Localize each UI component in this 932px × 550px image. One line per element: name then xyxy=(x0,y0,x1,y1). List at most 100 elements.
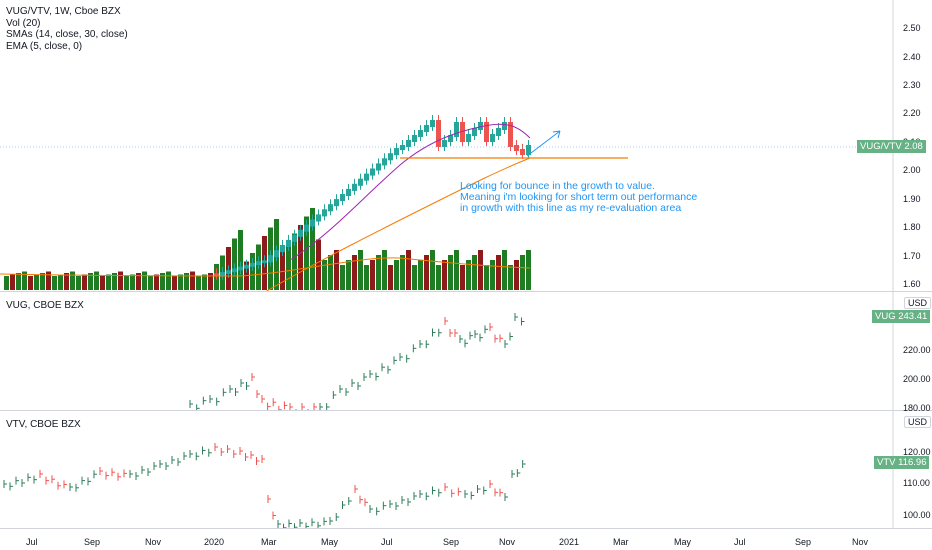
vug-price-tag-value: 243.41 xyxy=(898,311,928,322)
candle-body xyxy=(364,173,369,181)
candle-body xyxy=(328,204,333,212)
volume-bar xyxy=(340,265,345,290)
volume-bar xyxy=(58,274,63,290)
volume-bar xyxy=(310,208,315,290)
candle-body xyxy=(508,122,513,147)
volume-bar xyxy=(400,255,405,290)
volume-bar xyxy=(502,250,507,290)
candle-body xyxy=(244,264,249,269)
main-tick: 2.00 xyxy=(903,165,921,175)
volume-bar xyxy=(118,271,123,290)
sma-short-line xyxy=(264,157,531,292)
volume-bar xyxy=(418,260,423,290)
candle-body xyxy=(526,145,531,155)
volume-bar xyxy=(328,255,333,290)
candle-body xyxy=(346,188,351,196)
volume-bar xyxy=(322,260,327,290)
vug-price-tag: VUG 243.41 xyxy=(872,310,931,323)
volume-bar xyxy=(526,250,531,290)
main-tick: 2.50 xyxy=(903,23,921,33)
vug-pane[interactable]: VUG, CBOE BZX USD 220.00 200.00 180.00 V… xyxy=(0,292,932,413)
main-chart-pane[interactable]: VUG/VTV, 1W, Cboe BZX Vol (20) SMAs (14,… xyxy=(0,0,932,292)
main-tick: 1.90 xyxy=(903,194,921,204)
vug-tick: 220.00 xyxy=(903,345,931,355)
vtv-pane[interactable]: VTV, CBOE BZX USD 120.00 110.00 100.00 V… xyxy=(0,411,932,529)
x-axis-label: Sep xyxy=(443,537,460,547)
candle-body xyxy=(514,145,519,151)
vtv-price-tag-value: 116.96 xyxy=(898,457,927,468)
main-chart-svg[interactable] xyxy=(0,0,932,292)
volume-bar xyxy=(304,216,309,290)
volume-bar xyxy=(172,276,177,290)
candle-body xyxy=(358,178,363,186)
annotation-line: Looking for bounce in the growth to valu… xyxy=(460,180,655,192)
candle-body xyxy=(268,255,273,263)
candle-body xyxy=(520,149,525,155)
candle-body xyxy=(406,140,411,147)
candle-body xyxy=(478,122,483,130)
volume-bar xyxy=(16,273,21,290)
volume-bar xyxy=(154,274,159,290)
x-axis-label: Jul xyxy=(734,537,746,547)
sma-long-line xyxy=(0,257,531,277)
volume-bar xyxy=(34,274,39,290)
volume-bar xyxy=(394,260,399,290)
projection-arrow xyxy=(526,130,561,157)
x-axis-label: May xyxy=(674,537,692,547)
volume-bar xyxy=(10,274,15,290)
volume-bar xyxy=(514,260,519,290)
volume-bar xyxy=(70,271,75,290)
volume-bar xyxy=(76,276,81,290)
candle-body xyxy=(298,229,303,237)
volume-bar xyxy=(52,276,57,290)
annotation-text[interactable]: Looking for bounce in the growth to valu… xyxy=(460,181,697,214)
x-axis-label: Sep xyxy=(84,537,101,547)
volume-bar xyxy=(454,250,459,290)
volume-bar xyxy=(286,242,291,290)
vtv-legend[interactable]: VTV, CBOE BZX xyxy=(6,419,81,430)
main-legend: VUG/VTV, 1W, Cboe BZX Vol (20) SMAs (14,… xyxy=(6,6,128,52)
candle-body xyxy=(334,199,339,207)
volume-bar xyxy=(448,255,453,290)
vtv-currency[interactable]: USD xyxy=(904,416,932,428)
candle-body xyxy=(412,135,417,142)
volume-bar xyxy=(250,253,255,290)
candle-body xyxy=(238,266,243,271)
volume-bar xyxy=(376,255,381,290)
legend-volume[interactable]: Vol (20) xyxy=(6,17,41,29)
candle-body xyxy=(370,168,375,176)
volume-bar xyxy=(280,250,285,290)
volume-bar xyxy=(94,271,99,290)
ema-line xyxy=(289,123,531,261)
x-axis-label: 2021 xyxy=(559,537,580,547)
vug-tick: 200.00 xyxy=(903,374,931,384)
vug-currency[interactable]: USD xyxy=(904,297,932,309)
volume-bar xyxy=(136,273,141,290)
candle-body xyxy=(292,234,297,242)
vtv-chart-svg[interactable] xyxy=(0,411,932,529)
time-axis[interactable]: Jul Sep Nov 2020 Mar May Jul Sep Nov 2021 Mar May Ju… xyxy=(0,529,932,550)
vug-legend[interactable]: VUG, CBOE BZX xyxy=(6,300,84,311)
candle-body xyxy=(220,272,225,276)
volume-bar xyxy=(490,260,495,290)
vug-chart-svg[interactable] xyxy=(0,292,932,411)
vtv-price-tag: VTV 116.96 xyxy=(874,456,930,469)
candle-body xyxy=(454,122,459,137)
candle-body xyxy=(400,145,405,151)
volume-bar xyxy=(466,260,471,290)
legend-symbol[interactable]: VUG/VTV, 1W, Cboe BZX xyxy=(6,6,121,17)
x-axis-label: May xyxy=(321,537,339,547)
candle-body xyxy=(274,250,279,258)
volume-bar xyxy=(166,271,171,290)
legend-ema[interactable]: EMA (5, close, 0) xyxy=(6,40,83,52)
candle-body xyxy=(352,183,357,191)
x-axis-label: Jul xyxy=(381,537,393,547)
candle-body xyxy=(430,120,435,127)
main-tick: 2.20 xyxy=(903,108,921,118)
x-axis-label: Nov xyxy=(852,537,869,547)
volume-bar xyxy=(124,276,129,290)
vug-tick: 180.00 xyxy=(903,403,931,413)
volume-bar xyxy=(364,265,369,290)
candle-body xyxy=(418,130,423,137)
legend-smas[interactable]: SMAs (14, close, 30, close) xyxy=(6,29,128,40)
